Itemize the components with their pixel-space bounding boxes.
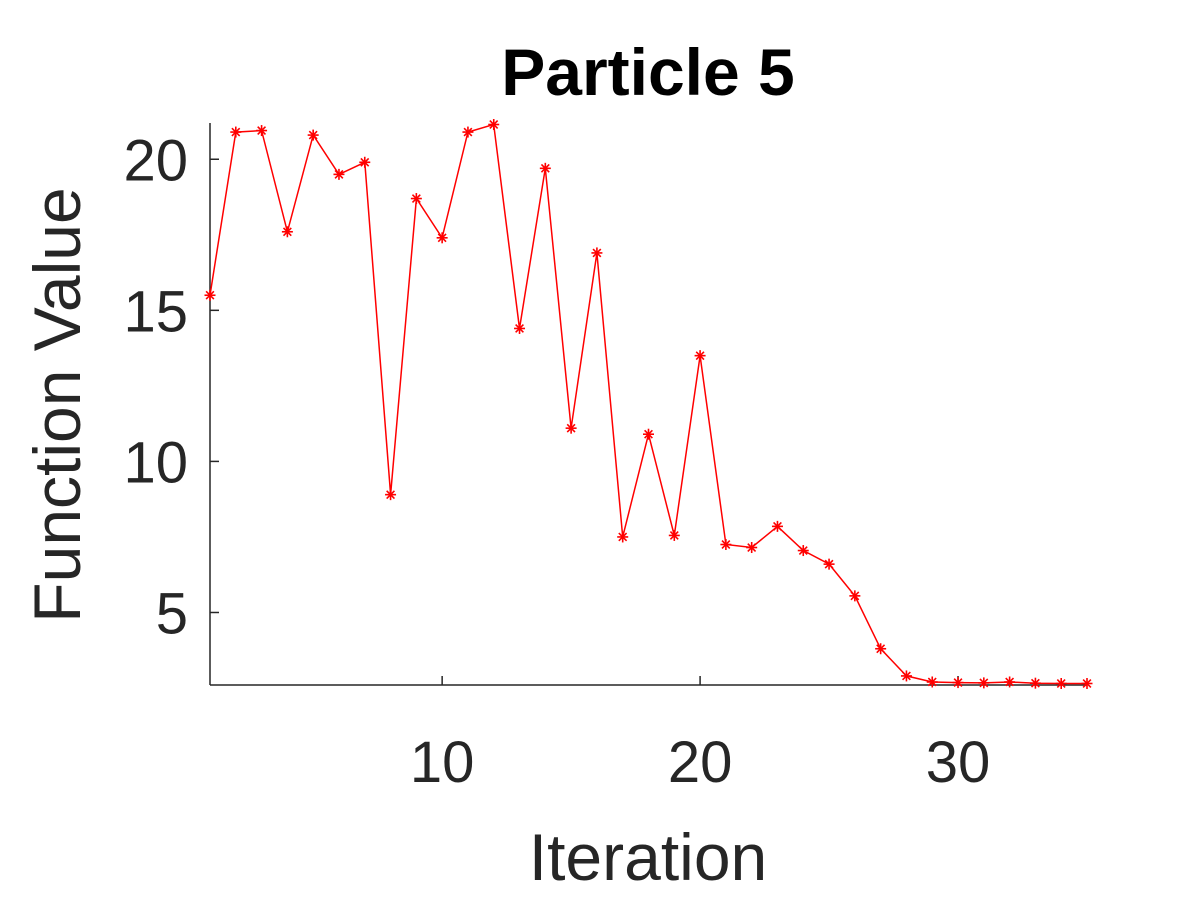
- x-tick-label: 30: [926, 730, 991, 795]
- data-point: [514, 322, 526, 334]
- data-point: [1004, 676, 1016, 688]
- data-point: [875, 643, 887, 655]
- data-point: [256, 125, 268, 137]
- plot-area: 10 20 30 5 10 15 20: [123, 119, 1093, 795]
- data-point: [720, 539, 732, 550]
- data-point: [385, 489, 397, 501]
- data-point: [900, 670, 912, 682]
- data-point: [617, 531, 629, 543]
- y-tick-label: 20: [123, 128, 188, 193]
- data-point: [668, 529, 680, 541]
- x-tick-label: 10: [410, 730, 475, 795]
- data-point: [849, 590, 861, 602]
- x-ticks: 10 20 30: [410, 676, 990, 795]
- data-point: [797, 545, 809, 557]
- y-ticks: 5 10 15 20: [123, 128, 219, 646]
- data-point: [694, 350, 706, 362]
- data-point: [488, 119, 500, 131]
- data-point: [1081, 677, 1093, 689]
- data-point: [204, 289, 216, 301]
- y-tick-label: 5: [156, 581, 188, 646]
- data-point: [565, 422, 577, 434]
- y-axis-label: Function Value: [20, 187, 94, 622]
- data-point: [230, 126, 242, 138]
- data-point: [591, 247, 603, 259]
- data-point: [926, 676, 938, 688]
- series-line: [209, 123, 1087, 685]
- data-point: [978, 677, 990, 689]
- data-point: [333, 168, 345, 180]
- x-tick-label: 20: [668, 730, 733, 795]
- data-point: [952, 677, 964, 689]
- data-point: [281, 226, 293, 238]
- data-point: [643, 428, 654, 440]
- data-point: [359, 156, 371, 168]
- data-point: [1055, 677, 1067, 689]
- data-point: [462, 126, 474, 138]
- data-point: [436, 232, 448, 244]
- chart-title: Particle 5: [501, 35, 795, 109]
- data-point: [1029, 677, 1041, 689]
- data-point: [746, 542, 758, 554]
- y-tick-label: 15: [123, 279, 188, 344]
- data-point: [823, 558, 835, 570]
- series-markers: [204, 119, 1093, 689]
- data-point: [539, 162, 551, 174]
- data-point: [307, 129, 319, 141]
- data-point: [771, 520, 783, 532]
- data-point: [410, 193, 422, 205]
- x-axis-label: Iteration: [529, 820, 767, 894]
- y-tick-label: 10: [123, 430, 188, 495]
